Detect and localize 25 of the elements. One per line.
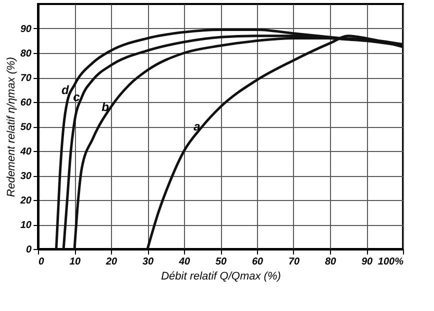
y-tick-label: 70 [20, 73, 32, 84]
x-tick-label: 80 [324, 256, 336, 268]
x-tick-label: 10 [69, 256, 81, 268]
x-tick-label: 40 [178, 256, 190, 268]
x-tick-label: 30 [142, 256, 154, 268]
y-tick-label: 0 [26, 244, 32, 256]
y-tick-label: 20 [19, 196, 32, 206]
x-tick-label: 60 [252, 256, 264, 268]
y-axis-title: Redement relatif η/ηmax (%) [5, 56, 18, 197]
annotation: d [62, 82, 70, 97]
x-tick-label: 0 [38, 256, 44, 268]
y-tick-label: 30 [20, 171, 32, 182]
y-tick-label: 10 [20, 220, 32, 231]
x-tick-label: 20 [104, 256, 118, 268]
annotation: b [102, 100, 109, 114]
y-tick-label: 50 [20, 122, 32, 133]
y-tick-label: 40 [19, 146, 32, 158]
x-tick-label: 70 [288, 256, 300, 268]
y-tick-label: 80 [20, 48, 32, 60]
x-axis-title: Débit relatif Q/Qmax (%) [161, 270, 282, 282]
y-tick-label: 60 [20, 98, 32, 108]
x-tick-label: 100% [378, 256, 404, 268]
y-tick-label: 90 [20, 24, 32, 35]
x-tick-label: 90 [361, 256, 373, 268]
x-tick-label: 50 [215, 256, 227, 268]
